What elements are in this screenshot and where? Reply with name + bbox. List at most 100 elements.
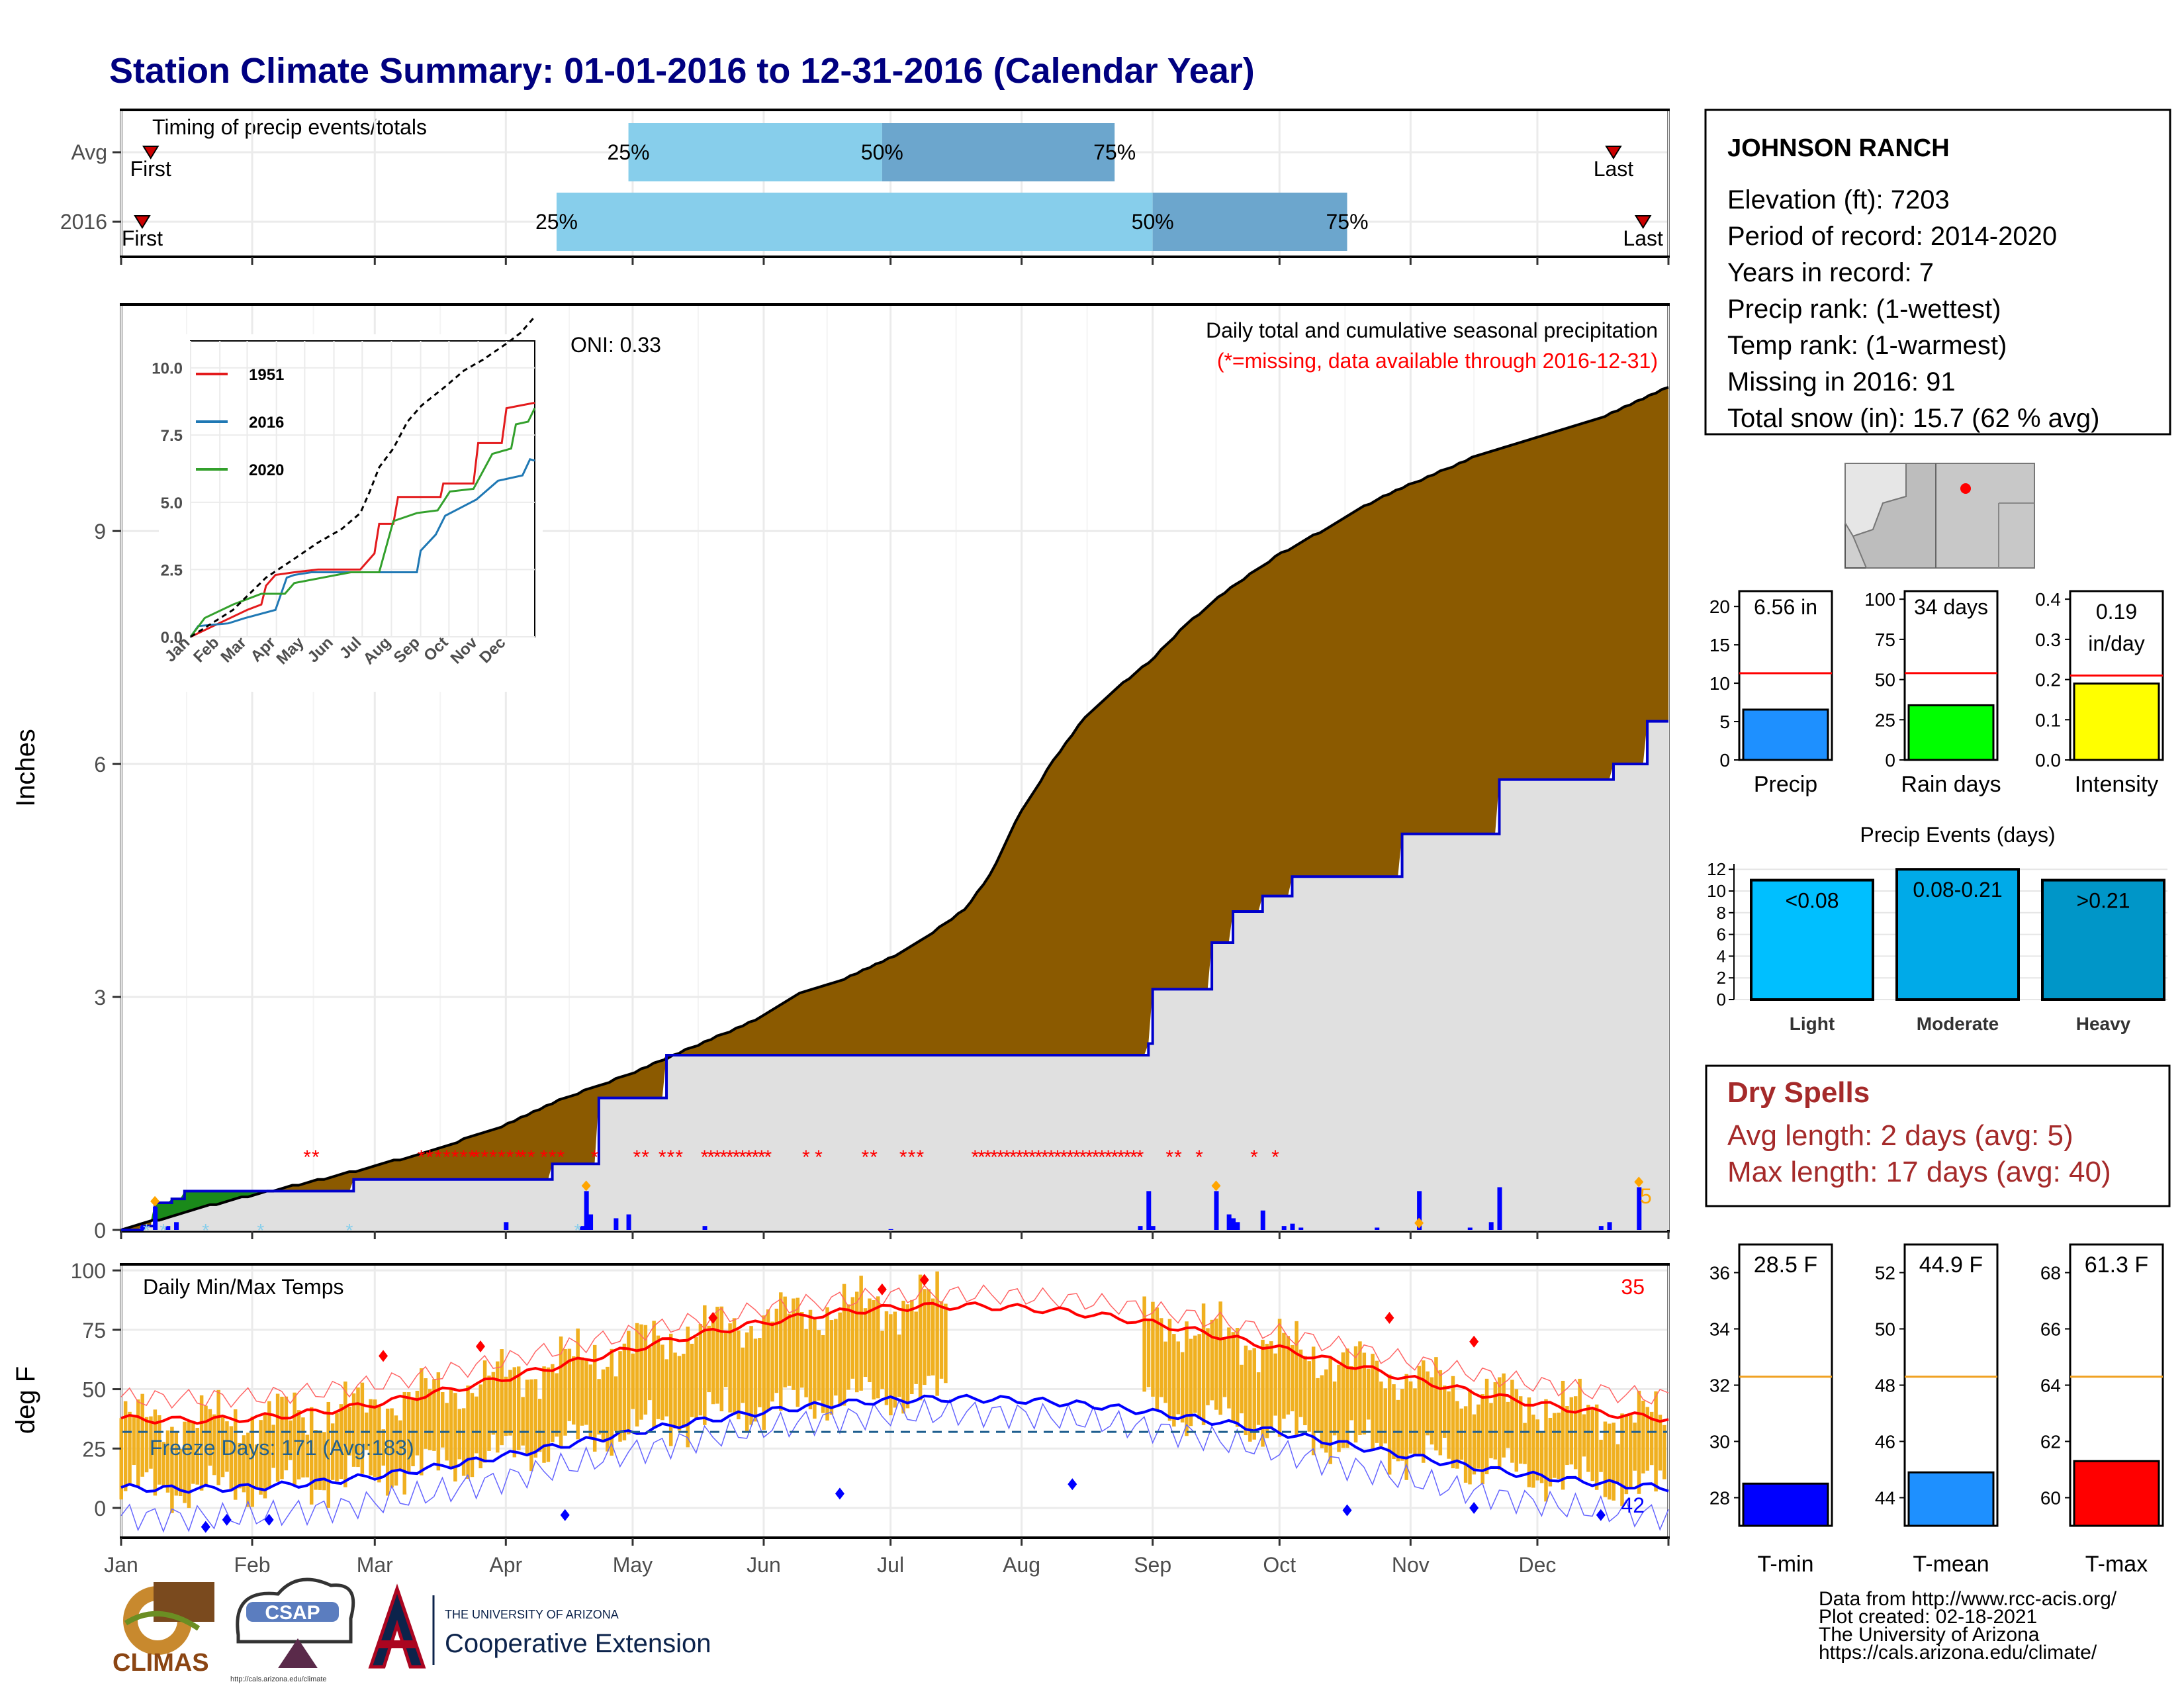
daily-precip-bar — [1298, 1227, 1304, 1230]
missing-data-marker: * — [633, 1147, 641, 1168]
missing-data-marker: * — [997, 1147, 1005, 1168]
daily-temp-bar — [944, 1303, 948, 1383]
precip-ylabel: Inches — [11, 729, 40, 807]
inset-legend-label: 1951 — [249, 366, 284, 384]
temp-x-tick-label: Jul — [877, 1553, 904, 1577]
daily-temp-bar — [466, 1385, 470, 1479]
daily-precip-bar — [1497, 1187, 1502, 1230]
daily-temp-bar — [161, 1442, 165, 1486]
daily-temp-bar — [707, 1325, 711, 1393]
temp-summary-bars: 28 30 32 34 36 28.5 F T-min 44 46 48 50 52 44.9 F T-m… — [1709, 1243, 2164, 1577]
record-low-marker — [560, 1509, 570, 1521]
daily-precip-bar — [1231, 1218, 1236, 1230]
daily-temp-bar — [774, 1309, 779, 1393]
temp-bar-y-tick-label: 48 — [1875, 1376, 1895, 1396]
daily-temp-bar — [330, 1423, 335, 1480]
snow-day-marker: * — [345, 1220, 353, 1241]
daily-precip-bar — [626, 1214, 631, 1230]
missing-data-marker: * — [426, 1147, 433, 1168]
record-high-marker — [919, 1274, 929, 1286]
daily-temp-bar — [842, 1284, 846, 1406]
ua-big-text: Cooperative Extension — [445, 1629, 711, 1658]
daily-temp-bar — [627, 1331, 631, 1434]
record-low-marker — [1342, 1504, 1352, 1517]
daily-temp-bar — [187, 1420, 191, 1509]
daily-temp-bar — [377, 1407, 381, 1483]
daily-temp-bar — [647, 1347, 652, 1401]
max-precip-marker — [150, 1196, 160, 1207]
daily-temp-bar — [834, 1319, 838, 1396]
daily-temp-bar — [584, 1358, 588, 1425]
daily-temp-bar — [351, 1393, 356, 1467]
summary-bar-value-label: 34 days — [1914, 595, 1988, 619]
missing-data-marker: * — [739, 1147, 747, 1168]
missing-data-marker: * — [418, 1147, 426, 1168]
daily-temp-bar — [293, 1392, 296, 1485]
daily-temp-bar — [1637, 1390, 1641, 1494]
daily-temp-bar — [880, 1331, 884, 1389]
daily-temp-bar — [872, 1300, 876, 1400]
first-event-marker — [134, 215, 151, 229]
missing-data-marker: * — [701, 1147, 709, 1168]
daily-temp-bar — [1633, 1423, 1637, 1471]
first-event-label: First — [122, 226, 163, 250]
record-low-marker — [1596, 1509, 1606, 1521]
daily-temp-bar — [652, 1321, 656, 1429]
record-high-marker — [877, 1283, 887, 1295]
summary-bar-y-tick-label: 0.3 — [2035, 630, 2061, 650]
daily-temp-bar — [1290, 1344, 1295, 1411]
timing-p50-label: 50% — [861, 140, 903, 164]
daily-temp-bar — [1472, 1414, 1477, 1475]
daily-temp-bar — [741, 1347, 745, 1403]
daily-temp-bar — [521, 1397, 525, 1446]
temp-bar-y-tick-label: 52 — [1875, 1263, 1895, 1284]
daily-temp-bar — [1240, 1364, 1244, 1414]
daily-temp-bar — [470, 1393, 475, 1477]
daily-temp-bar — [478, 1384, 482, 1469]
daily-temp-bar — [1586, 1405, 1590, 1472]
temp-bar-y-tick-label: 44 — [1875, 1488, 1895, 1509]
temp-bar-name: T-max — [2085, 1552, 2148, 1577]
daily-temp-bar — [144, 1417, 149, 1473]
missing-data-marker: * — [1009, 1147, 1017, 1168]
station-precip-rank: Precip rank: (1-wettest) — [1727, 295, 2001, 324]
daily-temp-bar — [1612, 1423, 1615, 1501]
arizona-a-logo: THE UNIVERSITY OF ARIZONA Cooperative Ex… — [368, 1583, 711, 1669]
daily-temp-bar — [817, 1330, 821, 1401]
daily-temp-bar — [821, 1335, 825, 1413]
summary-bar-y-tick-label: 0 — [1719, 750, 1730, 771]
snow-day-marker: * — [159, 1220, 167, 1241]
daily-temp-bar — [1210, 1319, 1214, 1401]
daily-temp-bar — [745, 1332, 749, 1432]
daily-temp-bar — [1404, 1374, 1408, 1480]
daily-temp-bar — [1155, 1307, 1160, 1411]
temp-bar-y-tick-label: 34 — [1709, 1319, 1730, 1340]
daily-temp-bar — [787, 1313, 792, 1386]
daily-temp-bar — [859, 1276, 863, 1391]
daily-temp-bar — [601, 1369, 606, 1443]
daily-temp-bar — [385, 1408, 390, 1496]
daily-temp-bar — [153, 1409, 158, 1496]
daily-temp-bar — [1484, 1378, 1489, 1475]
daily-temp-bar — [496, 1361, 500, 1453]
temp-y-tick-label: 25 — [82, 1437, 106, 1461]
daily-temp-bar — [737, 1330, 741, 1420]
missing-data-marker: * — [549, 1147, 557, 1168]
daily-temp-bar — [1316, 1378, 1320, 1433]
daily-temp-bar — [453, 1393, 457, 1482]
daily-temp-bar — [289, 1420, 293, 1460]
daily-temp-bar — [165, 1430, 170, 1493]
daily-temp-bar — [500, 1349, 504, 1446]
daily-temp-bar — [1193, 1335, 1197, 1413]
record-low-marker — [835, 1487, 844, 1500]
missing-data-marker: * — [591, 1147, 599, 1168]
daily-temp-bar — [664, 1359, 669, 1417]
snow-day-marker: * — [574, 1220, 581, 1241]
summary-bar-value-unit: in/day — [2088, 632, 2144, 655]
daily-temp-bar — [1142, 1296, 1146, 1392]
daily-temp-bar — [1180, 1352, 1185, 1423]
timing-p75-label: 75% — [1326, 210, 1368, 234]
daily-temp-bar — [931, 1298, 935, 1376]
daily-temp-bar — [254, 1444, 259, 1488]
daily-temp-bar — [1311, 1346, 1316, 1456]
